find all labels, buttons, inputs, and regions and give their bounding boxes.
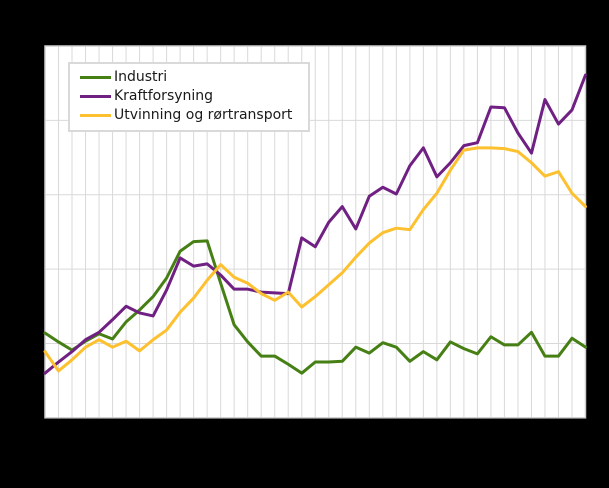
series-line-industri (43, 239, 587, 375)
series-line-kraftforsyning (43, 73, 587, 375)
legend-item-kraftforsyning[interactable]: Kraftforsyning (80, 88, 292, 105)
legend-label-utvinning: Utvinning og rørtransport (114, 107, 293, 123)
horizontal-gridlines (45, 119, 586, 344)
legend-item-utvinning[interactable]: Utvinning og rørtransport (80, 107, 292, 124)
legend-label-kraftforsyning: Kraftforsyning (114, 88, 214, 104)
legend-swatch-utvinning (80, 114, 111, 117)
legend-swatch-kraftforsyning (80, 95, 111, 98)
legend-swatch-industri (80, 76, 111, 79)
legend-item-industri[interactable]: Industri (80, 69, 292, 86)
plot-border (44, 45, 587, 419)
series-line-utvinning-og-rortransport (43, 146, 587, 373)
legend-label-industri: Industri (114, 69, 168, 85)
legend: Industri Kraftforsyning Utvinning og rør… (68, 62, 311, 132)
